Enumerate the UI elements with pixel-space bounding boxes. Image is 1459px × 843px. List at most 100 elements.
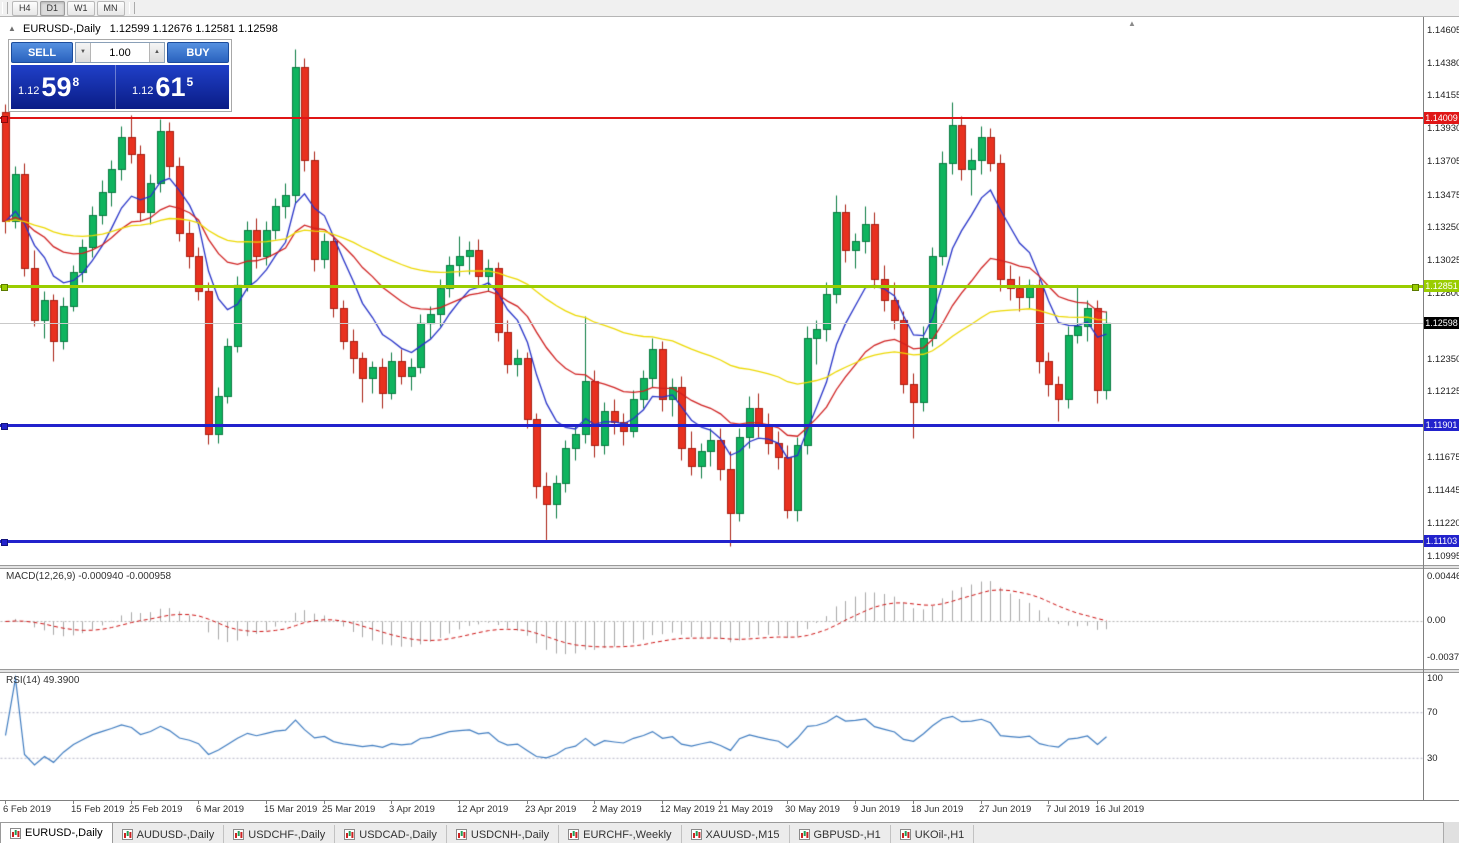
time-axis-tick (459, 800, 460, 804)
price-axis-label: 1.14155 (1427, 90, 1459, 102)
tab-chart-icon (690, 829, 702, 840)
chart-tab-usdchf-daily[interactable]: USDCHF-,Daily (224, 825, 336, 843)
horizontal-line-1.12851[interactable] (0, 285, 1423, 289)
one-click-trade-panel: SELL ▼ ▲ BUY 1.12 59 8 1.12 61 5 (8, 39, 232, 112)
rsi-axis-100: 100 (1427, 673, 1443, 684)
timeframe-button-h4[interactable]: H4 (12, 0, 38, 16)
chart-tab-audusd-daily[interactable]: AUDUSD-,Daily (113, 825, 225, 843)
time-axis-label: 2 May 2019 (592, 804, 642, 815)
price-axis-label: 1.13705 (1427, 156, 1459, 168)
time-axis-tick (266, 800, 267, 804)
price-axis-border (1423, 17, 1424, 800)
macd-indicator-canvas[interactable] (0, 569, 1424, 669)
tab-label: USDCHF-,Daily (248, 828, 326, 841)
timeframe-button-mn[interactable]: MN (96, 0, 125, 16)
horizontal-line-1.14009[interactable] (0, 116, 1423, 119)
price-axis-label: 1.11220 (1427, 518, 1459, 530)
timeframe-toolbar: H4 D1 W1 MN (0, 0, 1459, 17)
volume-input[interactable] (91, 43, 149, 62)
horizontal-line-1.11103[interactable] (0, 540, 1423, 544)
time-axis-tick (1097, 800, 1098, 804)
sell-button[interactable]: SELL (11, 42, 73, 63)
chart-shift-marker-icon[interactable]: ▲ (1128, 19, 1136, 28)
horizontal-line-1.11901[interactable] (0, 423, 1423, 427)
time-axis-label: 15 Feb 2019 (71, 804, 125, 815)
time-axis-label: 25 Mar 2019 (322, 804, 376, 815)
rsi-pane-splitter[interactable] (0, 669, 1459, 673)
macd-pane-splitter[interactable] (0, 565, 1459, 569)
time-axis-tick (720, 800, 721, 804)
chart-tab-ukoil-h1[interactable]: UKOil-,H1 (891, 825, 975, 843)
sell-price-big: 59 (41, 71, 72, 102)
chart-tab-eurchf-weekly[interactable]: EURCHF-,Weekly (559, 825, 682, 843)
chart-tab-eurusd-daily[interactable]: EURUSD-,Daily (0, 822, 113, 843)
price-level-tag[interactable]: 1.11901 (1424, 418, 1459, 431)
timeframe-button-d1[interactable]: D1 (39, 0, 66, 16)
buy-price-big: 61 (155, 71, 186, 102)
price-level-tag[interactable]: 1.14009 (1424, 111, 1459, 124)
tab-chart-icon (568, 829, 580, 840)
trendline-handle[interactable] (1, 422, 8, 430)
price-chart-canvas[interactable] (0, 17, 1424, 565)
volume-down-icon[interactable]: ▼ (76, 43, 91, 62)
chart-symbol-title: EURUSD-,Daily (22, 23, 101, 35)
time-axis-label: 16 Jul 2019 (1095, 804, 1145, 815)
toolbar-grip[interactable] (2, 2, 8, 14)
price-level-tag[interactable]: 1.11103 (1424, 535, 1459, 548)
buy-quote[interactable]: 1.12 61 5 (116, 65, 229, 109)
time-axis-tick (855, 800, 856, 804)
sell-quote[interactable]: 1.12 59 8 (11, 65, 116, 109)
price-axis-label: 1.13930 (1427, 123, 1459, 135)
price-level-tag[interactable]: 1.12851 (1424, 280, 1459, 293)
time-axis-label: 12 Apr 2019 (457, 804, 509, 815)
tab-chart-icon (899, 829, 911, 840)
trendline-handle[interactable] (1412, 284, 1419, 292)
price-axis-label: 1.14605 (1427, 24, 1459, 36)
price-axis-label: 1.11445 (1427, 485, 1459, 497)
chart-tab-usdcad-daily[interactable]: USDCAD-,Daily (335, 825, 447, 843)
chart-tab-usdcnh-daily[interactable]: USDCNH-,Daily (447, 825, 560, 843)
price-axis-label: 1.12800 (1427, 287, 1459, 299)
price-axis-label: 1.11675 (1427, 451, 1459, 463)
time-axis-tick (594, 800, 595, 804)
time-axis-label: 12 May 2019 (660, 804, 715, 815)
time-axis-label: 9 Jun 2019 (853, 804, 901, 815)
tab-label: GBPUSD-,H1 (813, 828, 881, 841)
price-axis-label: 1.12125 (1427, 386, 1459, 398)
time-axis-tick (131, 800, 132, 804)
chart-tab-xauusd-m15[interactable]: XAUUSD-,M15 (682, 825, 790, 843)
time-axis-label: 6 Feb 2019 (3, 804, 52, 815)
macd-label: MACD(12,26,9) -0.000940 -0.000958 (6, 571, 172, 582)
volume-stepper: ▼ ▲ (75, 42, 165, 63)
tab-label: USDCNH-,Daily (470, 828, 550, 841)
price-axis-label: 1.14380 (1427, 57, 1459, 69)
quote-display: 1.12 59 8 1.12 61 5 (11, 65, 229, 109)
tab-label: UKOil-,H1 (914, 828, 965, 841)
tabbar-corner (1443, 822, 1459, 843)
tab-label: AUDUSD-,Daily (136, 828, 215, 841)
volume-up-icon[interactable]: ▲ (149, 43, 164, 62)
timeframe-button-w1[interactable]: W1 (67, 0, 95, 16)
trendline-handle[interactable] (1, 539, 8, 547)
buy-price-prefix: 1.12 (132, 85, 154, 97)
time-axis-tick (662, 800, 663, 804)
time-axis-line (0, 800, 1459, 801)
time-axis-label: 15 Mar 2019 (264, 804, 318, 815)
price-axis-label: 1.13250 (1427, 222, 1459, 234)
timeframe-button-group: H4 D1 W1 MN (12, 0, 127, 16)
trendline-handle[interactable] (1, 115, 8, 123)
rsi-axis-30: 30 (1427, 753, 1438, 764)
time-axis-label: 25 Feb 2019 (129, 804, 183, 815)
buy-button[interactable]: BUY (167, 42, 229, 63)
buy-price-pip: 5 (186, 75, 194, 89)
chart-tab-gbpusd-h1[interactable]: GBPUSD-,H1 (790, 825, 891, 843)
rsi-indicator-canvas[interactable] (0, 673, 1424, 800)
time-axis-tick (1048, 800, 1049, 804)
trade-panel-toggle-icon[interactable]: ▲ (8, 24, 16, 33)
time-axis-label: 23 Apr 2019 (525, 804, 577, 815)
time-axis-tick (913, 800, 914, 804)
chart-tab-bar: EURUSD-,Daily AUDUSD-,Daily USDCHF-,Daily U… (0, 822, 1459, 843)
trendline-handle[interactable] (1, 284, 8, 292)
time-axis-tick (527, 800, 528, 804)
price-axis-label: 1.12350 (1427, 353, 1459, 365)
